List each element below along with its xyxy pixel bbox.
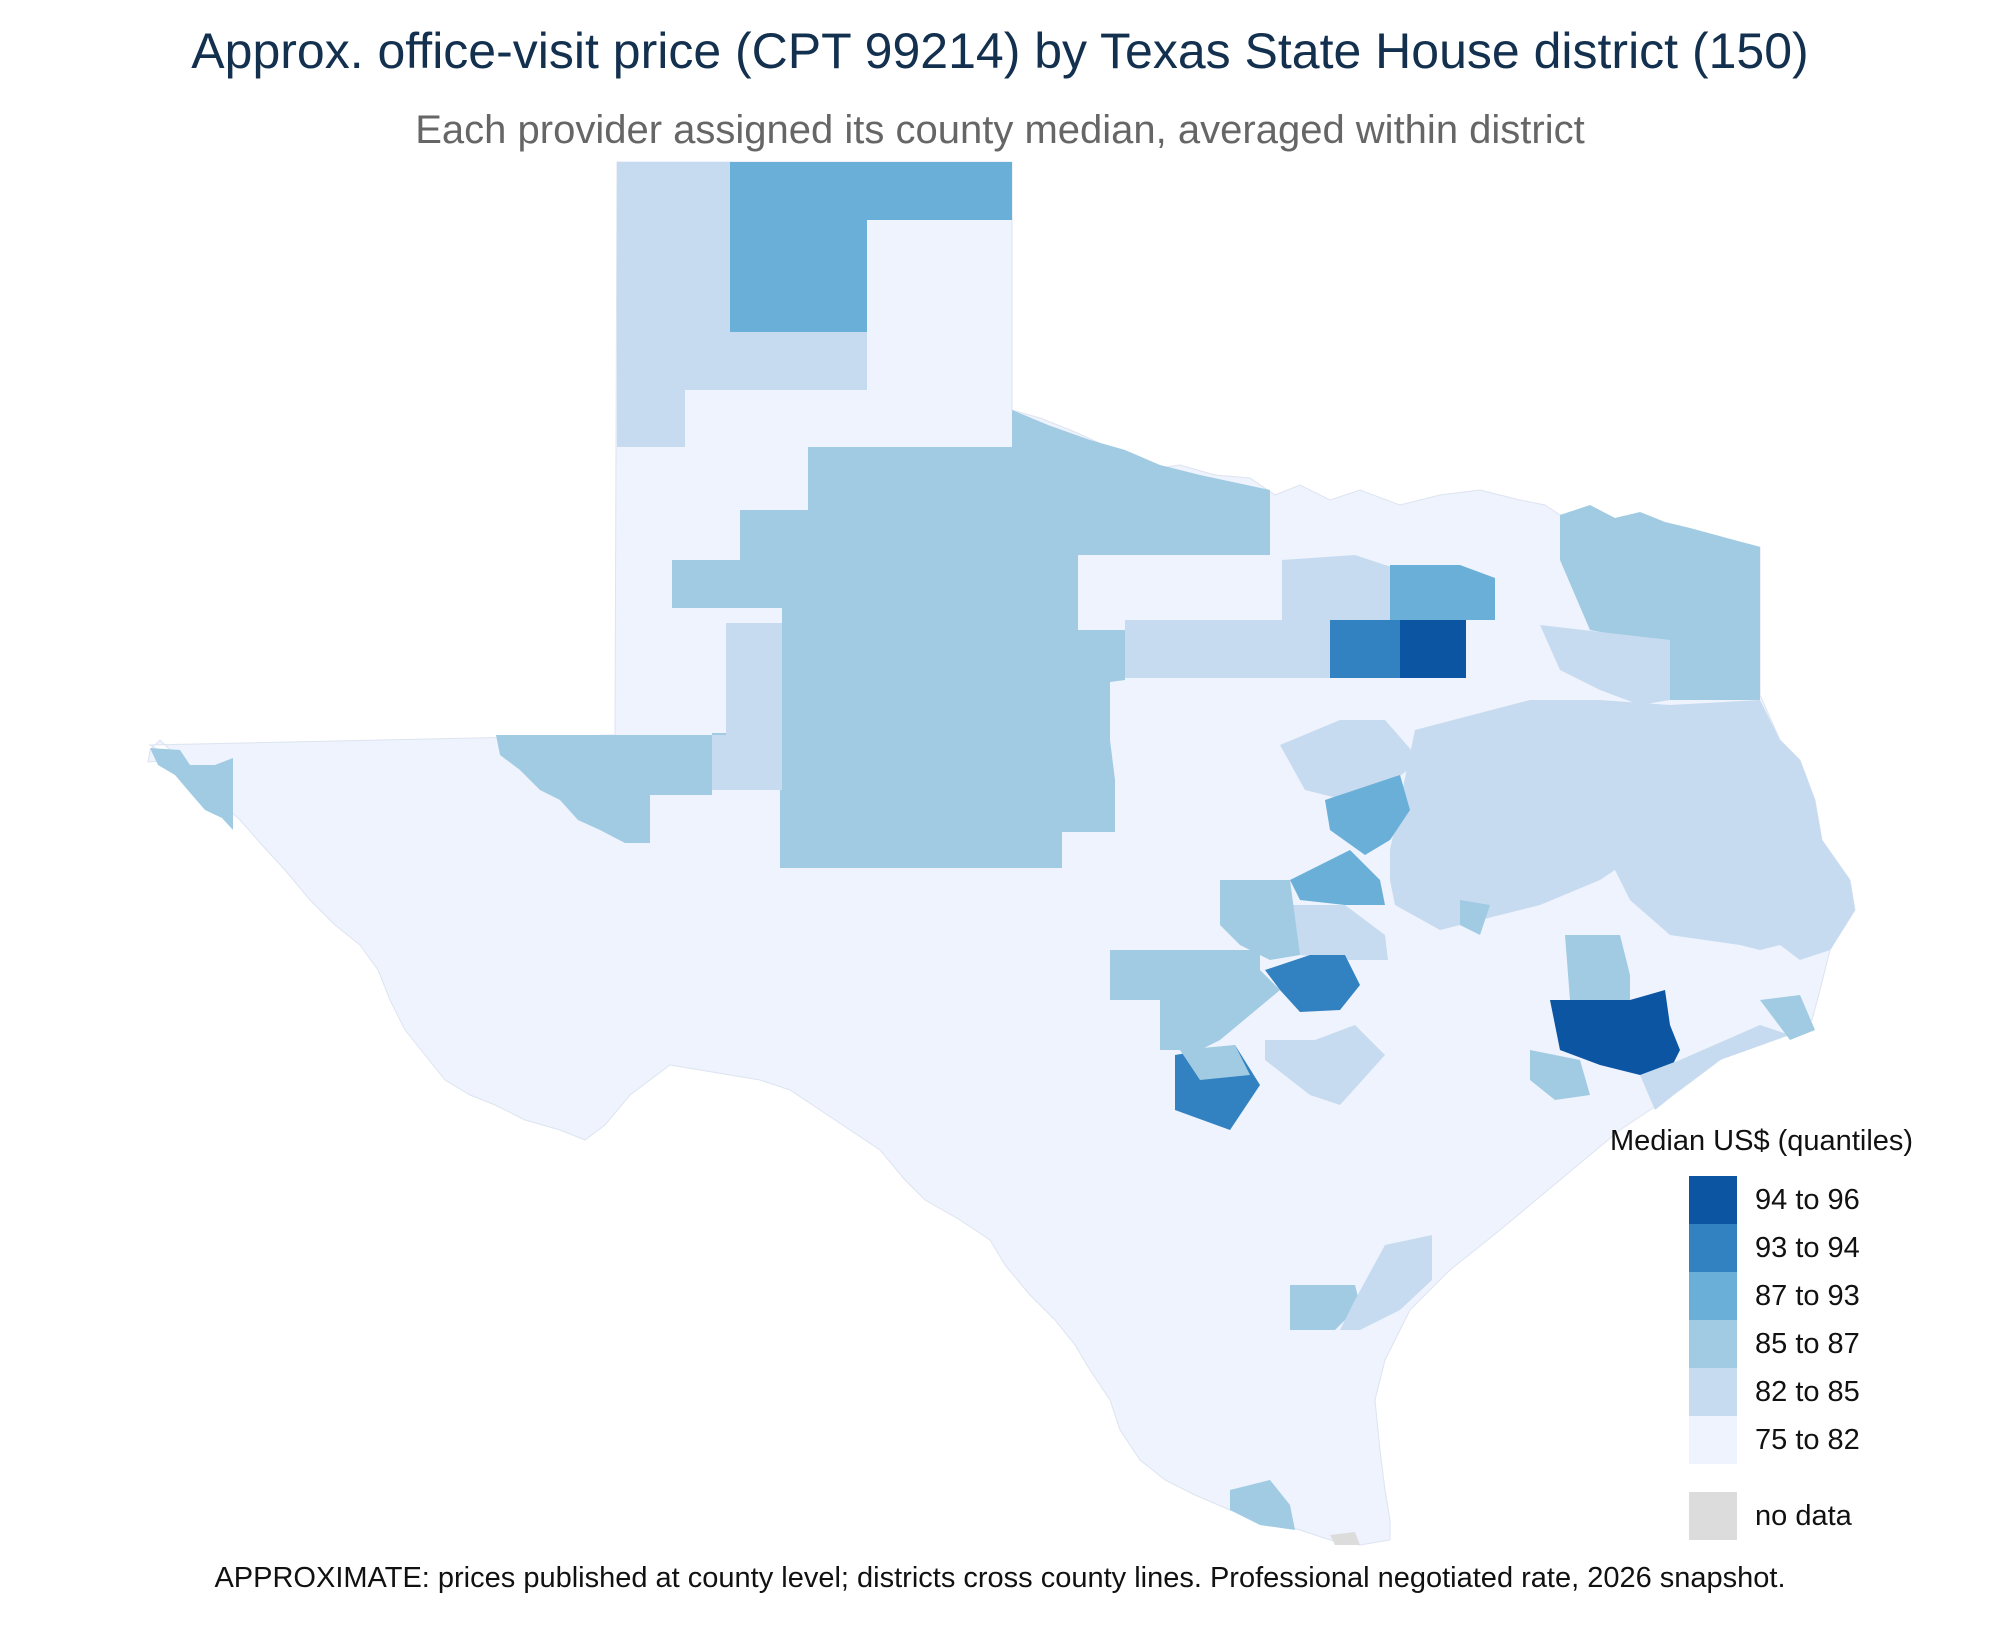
- legend-swatch: [1689, 1224, 1737, 1272]
- district-north-central: [1125, 620, 1330, 678]
- district-el-paso: [150, 748, 233, 830]
- district-fort-worth: [1330, 620, 1400, 678]
- district-west-strip: [712, 623, 782, 790]
- legend-swatch-no-data: [1689, 1492, 1737, 1540]
- district-galveston: [1640, 1025, 1790, 1110]
- district-beaumont: [1760, 995, 1815, 1040]
- legend-swatch: [1689, 1176, 1737, 1224]
- district-east-82: [1540, 625, 1670, 705]
- map-title: Approx. office-visit price (CPT 99214) b…: [191, 23, 1809, 79]
- legend-swatch: [1689, 1320, 1737, 1368]
- legend-label: 94 to 96: [1755, 1183, 1860, 1216]
- district-west-central: [672, 410, 1270, 868]
- map-legend: Median US$ (quantiles) 94 to 96 93 to 94…: [1610, 1125, 1980, 1540]
- district-panhandle-north: [730, 162, 1012, 332]
- district-brazos: [1460, 900, 1490, 935]
- legend-label: 93 to 94: [1755, 1231, 1860, 1264]
- district-bell-county: [1325, 775, 1410, 855]
- district-coastal-bend: [1340, 1235, 1432, 1330]
- district-denton: [1390, 565, 1495, 620]
- legend-label: 75 to 82: [1755, 1423, 1860, 1456]
- legend-swatch: [1689, 1272, 1737, 1320]
- district-austin-north: [1275, 905, 1388, 960]
- legend-label-no-data: no data: [1755, 1499, 1852, 1532]
- district-hays: [1220, 880, 1300, 960]
- district-east-texas: [1390, 700, 1855, 960]
- legend-swatch: [1689, 1416, 1737, 1464]
- legend-item: 82 to 85: [1610, 1368, 1980, 1416]
- legend-label: 87 to 93: [1755, 1279, 1860, 1312]
- district-guadalupe: [1265, 1025, 1385, 1105]
- district-houston: [1550, 990, 1680, 1080]
- legend-title: Median US$ (quantiles): [1610, 1125, 1914, 1157]
- district-montgomery: [1565, 935, 1630, 1000]
- legend-label: 85 to 87: [1755, 1327, 1860, 1360]
- district-fort-bend: [1530, 1050, 1590, 1100]
- legend-item-no-data: no data: [1610, 1492, 1980, 1540]
- legend-item: 94 to 96: [1610, 1176, 1980, 1224]
- district-hill-country: [1110, 950, 1280, 1050]
- footnote: APPROXIMATE: prices published at county …: [214, 1562, 1786, 1594]
- legend-swatch: [1689, 1368, 1737, 1416]
- district-austin: [1265, 955, 1360, 1012]
- district-panhandle-west: [617, 162, 867, 447]
- district-west-85: [496, 735, 712, 843]
- district-san-antonio-north: [1180, 1045, 1250, 1080]
- legend-item: 75 to 82: [1610, 1416, 1980, 1464]
- legend-item: 93 to 94: [1610, 1224, 1980, 1272]
- legend-item: 85 to 87: [1610, 1320, 1980, 1368]
- legend-label: 82 to 85: [1755, 1375, 1860, 1408]
- district-northeast: [1560, 505, 1760, 700]
- district-williamson: [1290, 850, 1385, 905]
- legend-item: 87 to 93: [1610, 1272, 1980, 1320]
- district-brownsville: [1330, 1532, 1360, 1545]
- map-subtitle: Each provider assigned its county median…: [415, 108, 1585, 152]
- district-rio-grande-valley: [1230, 1480, 1295, 1530]
- district-corpus-christi: [1290, 1285, 1360, 1330]
- district-dallas: [1400, 620, 1466, 678]
